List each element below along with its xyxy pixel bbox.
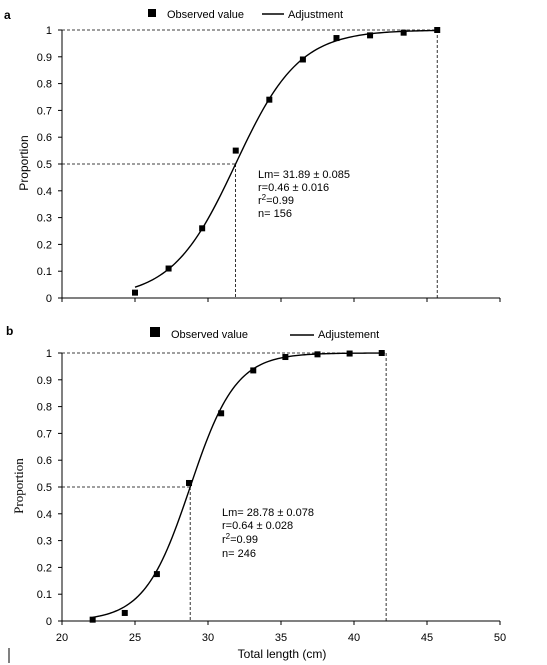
x-tick-label: 20 — [56, 632, 68, 644]
y-tick-label: 0.5 — [37, 159, 52, 171]
annotation-r: r=0.46 ± 0.016 — [258, 182, 329, 194]
x-tick-label: 50 — [494, 632, 506, 644]
panel-b-fit-curve — [92, 352, 382, 619]
observed-point — [378, 350, 385, 356]
y-tick-label: 0.7 — [37, 105, 52, 117]
panel-b: b Observed value Adjustement Proportion … — [6, 324, 506, 661]
panel-a-legend: Observed value Adjustment — [148, 9, 343, 21]
observed-point — [121, 609, 128, 616]
observed-point — [333, 35, 340, 42]
legend-observed-label: Observed value — [167, 9, 244, 21]
panel-b-points — [89, 350, 385, 623]
panel-a-reference-lines — [62, 29, 438, 298]
observed-point — [400, 29, 407, 36]
y-tick-label: 0.5 — [37, 482, 52, 494]
panel-b-ylabel: Proportion — [11, 458, 26, 514]
observed-point — [165, 265, 172, 272]
annotation-lm: Lm= 28.78 ± 0.078 — [222, 507, 314, 519]
panel-a-points — [132, 27, 441, 296]
y-tick-label: 0.9 — [37, 52, 52, 64]
annotation-r: r=0.64 ± 0.028 — [222, 520, 293, 532]
x-tick-label: 35 — [275, 632, 287, 644]
annotation-r2: r2=0.99 — [222, 532, 258, 546]
y-tick-label: 0.8 — [37, 79, 52, 91]
y-tick-label: 0.8 — [37, 402, 52, 414]
panel-b-xticks: 20 25 30 35 40 45 50 — [56, 621, 506, 644]
y-tick-label: 0.2 — [37, 239, 52, 251]
legend-square-marker — [150, 327, 160, 337]
panel-b-xlabel: Total length (cm) — [238, 647, 327, 661]
observed-point — [199, 225, 206, 232]
observed-point — [250, 367, 257, 374]
y-tick-label: 0.3 — [37, 536, 52, 548]
y-tick-label: 0.9 — [37, 375, 52, 387]
observed-point — [367, 32, 374, 39]
observed-point — [282, 354, 289, 361]
observed-point — [434, 27, 441, 33]
annotation-lm: Lm= 31.89 ± 0.085 — [258, 169, 350, 181]
y-tick-label: 0.4 — [37, 186, 52, 198]
y-tick-label: 0.3 — [37, 213, 52, 225]
legend-fit-label: Adjustment — [288, 9, 343, 21]
legend-square-marker — [148, 9, 156, 17]
panel-a-yticks: 0 0.1 0.2 0.3 0.4 0.5 0.6 0.7 0.8 0.9 1 — [37, 25, 62, 305]
y-tick-label: 0.1 — [37, 589, 52, 601]
panel-a-annotation: Lm= 31.89 ± 0.085 r=0.46 ± 0.016 r2=0.99… — [258, 169, 350, 220]
observed-point — [346, 350, 353, 357]
panel-b-annotation: Lm= 28.78 ± 0.078 r=0.64 ± 0.028 r2=0.99… — [222, 507, 314, 560]
observed-point — [153, 571, 160, 578]
observed-point — [266, 96, 273, 103]
x-tick-label: 45 — [421, 632, 433, 644]
observed-point — [186, 479, 193, 486]
annotation-n: n= 156 — [258, 208, 292, 220]
panel-a-fit-curve — [134, 29, 438, 288]
panel-b-letter: b — [6, 324, 13, 338]
y-tick-label: 1 — [46, 25, 52, 37]
x-tick-label: 25 — [129, 632, 141, 644]
panel-b-yticks: 0 0.1 0.2 0.3 0.4 0.5 0.6 0.7 0.8 0.9 1 — [37, 348, 62, 628]
panel-b-legend: Observed value Adjustement — [150, 327, 379, 341]
y-tick-label: 0.1 — [37, 266, 52, 278]
observed-point — [132, 289, 138, 296]
panel-a: a Observed value Adjustment Proportion 0… — [4, 8, 501, 305]
observed-point — [314, 351, 321, 358]
y-tick-label: 0.6 — [37, 132, 52, 144]
x-tick-label: 40 — [348, 632, 360, 644]
y-tick-label: 0.6 — [37, 455, 52, 467]
annotation-r2: r2=0.99 — [258, 193, 294, 207]
legend-fit-label: Adjustement — [318, 329, 379, 341]
y-tick-label: 0.2 — [37, 562, 52, 574]
observed-point — [299, 56, 306, 63]
observed-point — [218, 410, 225, 417]
panel-a-ylabel: Proportion — [17, 135, 31, 190]
panel-a-letter: a — [4, 8, 11, 22]
y-tick-label: 1 — [46, 348, 52, 360]
y-tick-label: 0.7 — [37, 428, 52, 440]
observed-point — [89, 616, 96, 623]
observed-point — [232, 147, 239, 154]
panel-b-reference-lines — [62, 352, 387, 621]
y-tick-label: 0 — [46, 293, 52, 305]
annotation-n: n= 246 — [222, 548, 256, 560]
legend-observed-label: Observed value — [171, 329, 248, 341]
x-tick-label: 30 — [202, 632, 214, 644]
y-tick-label: 0 — [46, 616, 52, 628]
y-tick-label: 0.4 — [37, 509, 52, 521]
